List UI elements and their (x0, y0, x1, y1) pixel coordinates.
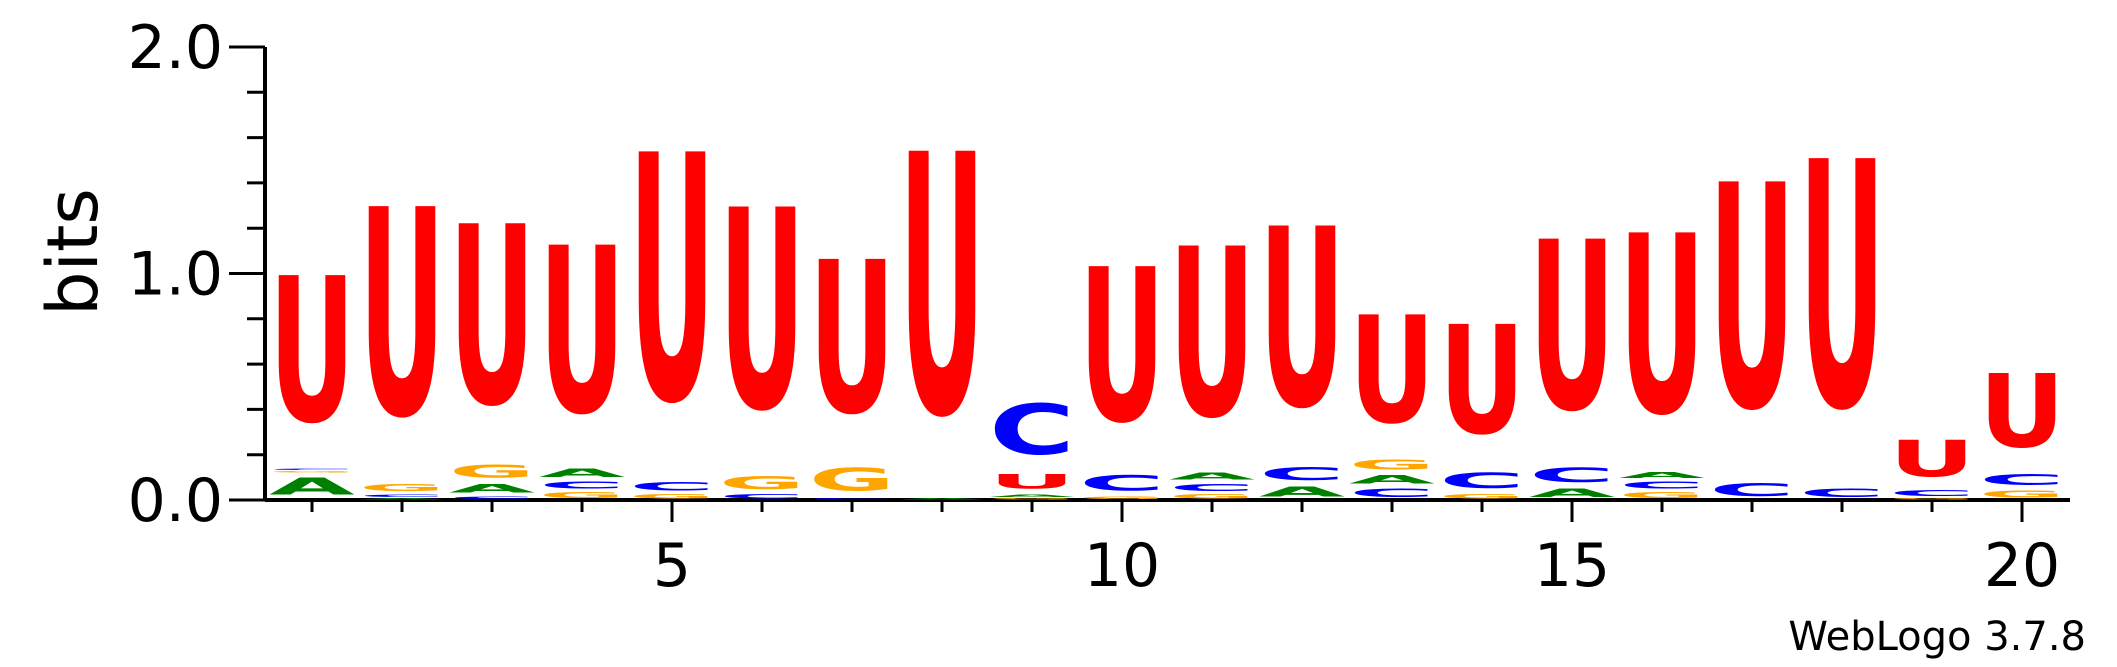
letter-C: C (1529, 464, 1615, 487)
letter-C: C (1709, 480, 1795, 500)
letter-U: U (1799, 92, 1885, 486)
letter-G: G (539, 491, 625, 500)
letter-C: C (1259, 464, 1345, 484)
letter-G: G (1889, 498, 1975, 500)
letter-A: A (1619, 471, 1705, 480)
letter-U: U (1169, 199, 1255, 471)
letter-U: U (1079, 225, 1165, 470)
letter-U: U (1889, 430, 1975, 489)
letter-C: C (1979, 471, 2065, 489)
letter-A: A (539, 466, 625, 480)
logo-column: AU (899, 81, 985, 500)
letter-C: C (1439, 468, 1525, 493)
logo-column: GCU (1079, 225, 1165, 500)
letter-U: U (719, 153, 805, 472)
letter-G: G (269, 471, 355, 473)
letter-A: A (1529, 486, 1615, 500)
letter-G: G (989, 498, 1075, 500)
letter-G: G (1979, 489, 2065, 500)
logo-column: CGU (809, 218, 895, 500)
y-tick-label: 0.0 (128, 466, 223, 536)
letter-U: U (899, 81, 985, 497)
letter-U: U (359, 150, 445, 481)
letter-G: G (1439, 493, 1525, 500)
letter-C: C (1619, 480, 1705, 491)
letter-C: C (449, 495, 535, 500)
letter-C: C (809, 498, 895, 500)
letter-A: A (1169, 471, 1255, 482)
letter-U: U (1619, 183, 1705, 470)
y-tick-label: 2.0 (128, 13, 223, 83)
letter-G: G (449, 461, 535, 481)
letter-A: A (1349, 473, 1435, 487)
letter-G: G (1169, 493, 1255, 500)
letter-G: G (719, 473, 805, 493)
x-tick-label: 10 (1084, 531, 1160, 601)
letter-G: G (629, 493, 715, 500)
letter-A: A (449, 482, 535, 496)
letter-A: A (359, 498, 445, 500)
letter-U: U (1259, 176, 1345, 463)
letter-C: C (1889, 489, 1975, 498)
letter-A: A (269, 473, 355, 500)
letter-C: C (1079, 471, 1165, 496)
logo-column: CU (1709, 121, 1795, 500)
letter-U: U (449, 174, 535, 461)
letter-U: U (1349, 286, 1435, 457)
letter-G: G (359, 482, 445, 493)
letter-U: U (1439, 295, 1525, 468)
x-axis: 5 10 15 20 (265, 498, 2070, 601)
letter-C: C (989, 389, 1075, 470)
x-tick-label: 15 (1534, 531, 1610, 601)
letter-C: C (629, 480, 715, 494)
letter-G: G (1349, 457, 1435, 473)
letter-C: C (539, 480, 625, 491)
logo-column: CU (1799, 92, 1885, 500)
letter-A: A (989, 493, 1075, 498)
letter-U: U (1979, 354, 2065, 471)
letter-C: C (1169, 482, 1255, 493)
x-tick-label: 20 (1984, 531, 2060, 601)
logo-column: ACU (1529, 192, 1615, 500)
letter-G: G (1619, 491, 1705, 500)
logo-stacks: AGCUACGUCAGUGCAUGCUCGUCGUAUGAUCGCUGCAUAC… (269, 81, 2065, 500)
letter-A: A (899, 498, 985, 500)
logo-column: CGU (719, 153, 805, 500)
letter-U: U (1529, 192, 1615, 464)
letter-A: A (1259, 484, 1345, 500)
logo-column: GCU (629, 85, 715, 500)
x-tick-label: 5 (653, 531, 691, 601)
letter-U: U (539, 200, 625, 466)
y-tick-label: 1.0 (128, 240, 223, 310)
letter-U: U (809, 218, 895, 461)
y-axis-label: bits (32, 188, 114, 316)
letter-U: U (269, 236, 355, 468)
logo-column: GCU (1979, 354, 2065, 500)
letter-C: C (1349, 486, 1435, 500)
letter-C: C (719, 493, 805, 500)
letter-U: U (1709, 121, 1795, 479)
letter-G: G (1079, 496, 1165, 500)
weblogo-credit: WebLogo 3.7.8 (1788, 614, 2086, 660)
letter-C: C (269, 468, 355, 470)
letter-C: C (1799, 486, 1885, 500)
logo-column: ACU (1259, 176, 1345, 500)
logo-column: GCU (1439, 295, 1525, 500)
letter-G: G (809, 462, 895, 498)
letter-U: U (989, 471, 1075, 494)
y-axis: 0.0 1.0 2.0 (128, 13, 267, 536)
letter-U: U (629, 85, 715, 479)
letter-C: C (359, 493, 445, 498)
logo-column: GCU (1889, 430, 1975, 500)
